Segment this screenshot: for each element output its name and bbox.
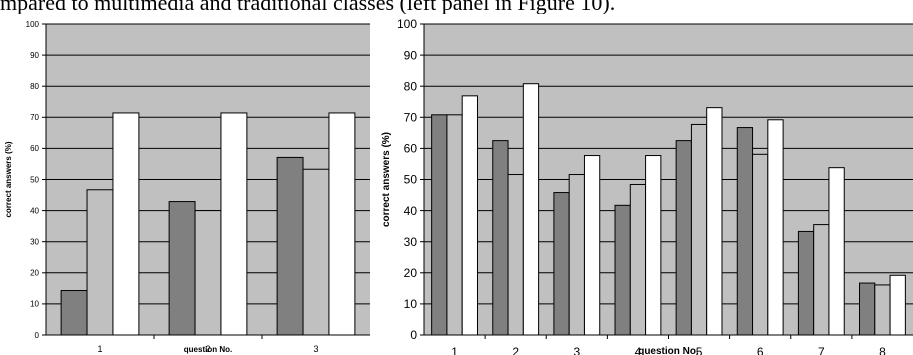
- bar: [568, 174, 585, 336]
- x-tick-label: 2: [205, 344, 210, 354]
- bar: [736, 127, 754, 336]
- y-tick-label: 20: [404, 266, 418, 280]
- bar: [859, 282, 876, 336]
- y-tick-label: 90: [404, 48, 418, 62]
- y-tick-label: 100: [397, 17, 417, 31]
- bar: [889, 274, 906, 336]
- bar: [302, 168, 330, 336]
- y-tick-label: 60: [30, 144, 39, 153]
- bar: [276, 156, 304, 336]
- bar: [813, 224, 830, 336]
- bar: [553, 192, 570, 336]
- x-tick-label: 4: [635, 345, 642, 355]
- y-tick-label: 50: [404, 173, 418, 187]
- bar: [446, 114, 463, 336]
- y-tick-label: 0: [410, 328, 417, 342]
- bar: [767, 119, 784, 336]
- y-tick-label: 10: [404, 297, 418, 311]
- bar: [828, 167, 845, 336]
- caption-line: mpared to multimedia and traditional cla…: [0, 0, 616, 14]
- bar: [614, 204, 631, 336]
- y-tick-label: 70: [404, 111, 418, 125]
- bar: [522, 83, 540, 336]
- y-tick-label: 80: [30, 82, 39, 91]
- y-tick-label: 70: [30, 113, 39, 122]
- bar: [220, 112, 248, 336]
- x-tick-label: 6: [757, 345, 764, 355]
- x-tick-label: 7: [818, 345, 825, 355]
- bar: [583, 155, 601, 336]
- caption-text: mpared to multimedia and traditional cla…: [0, 0, 913, 14]
- bar: [507, 174, 524, 336]
- y-tick-label: 100: [26, 20, 40, 29]
- bar: [328, 112, 356, 336]
- x-tick-label: 1: [451, 345, 458, 355]
- bar: [874, 284, 891, 336]
- x-axis-title: question No.: [638, 346, 699, 355]
- y-tick-label: 60: [404, 142, 418, 156]
- bar: [752, 153, 769, 336]
- y-tick-label: 20: [30, 269, 39, 278]
- x-tick-label: 1: [97, 344, 102, 354]
- y-tick-label: 30: [404, 235, 418, 249]
- bar: [492, 140, 509, 336]
- y-tick-label: 30: [30, 238, 39, 247]
- bar: [675, 140, 692, 336]
- y-tick-label: 90: [30, 51, 39, 60]
- y-tick-label: 10: [30, 300, 39, 309]
- y-tick-label: 80: [404, 79, 418, 93]
- bar: [461, 95, 478, 336]
- x-tick-label: 5: [696, 345, 703, 355]
- bar: [797, 230, 815, 336]
- y-axis-title: correct answers (%): [4, 141, 13, 217]
- bar: [690, 123, 708, 336]
- bar: [86, 189, 114, 336]
- x-tick-label: 3: [573, 345, 580, 355]
- x-axis-title: question No.: [184, 345, 232, 354]
- y-tick-label: 40: [30, 206, 39, 215]
- bar: [645, 155, 662, 336]
- x-tick-label: 2: [512, 345, 519, 355]
- y-tick-label: 50: [30, 175, 39, 184]
- bar: [431, 114, 448, 336]
- x-tick-label: 3: [313, 344, 318, 354]
- y-tick-label: 0: [35, 331, 40, 340]
- bar: [112, 112, 140, 336]
- bar: [194, 210, 222, 336]
- y-axis-title: correct answers (%): [381, 132, 392, 227]
- bar: [629, 183, 647, 336]
- bar: [168, 201, 196, 336]
- bar: [706, 107, 723, 336]
- x-tick-label: 8: [879, 345, 886, 355]
- y-tick-label: 40: [404, 204, 418, 218]
